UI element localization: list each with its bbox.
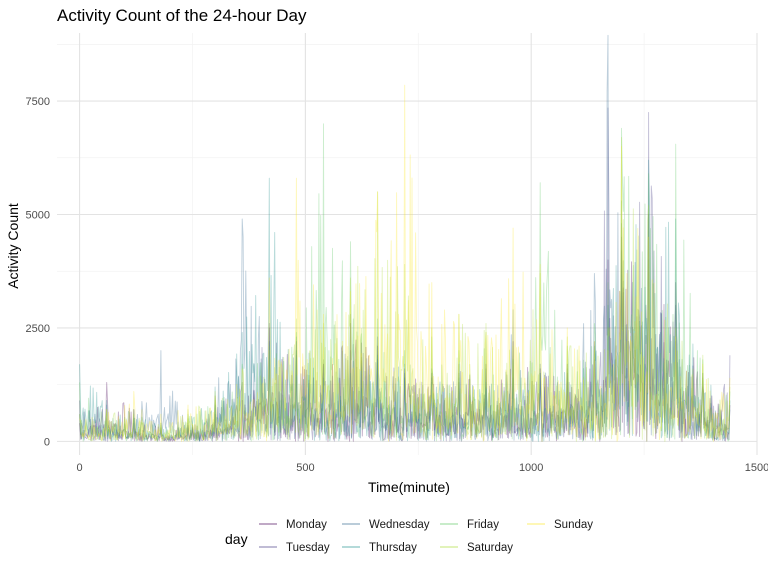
series-line-thursday: [79, 159, 731, 442]
legend-label: Wednesday: [369, 519, 430, 531]
x-axis-title: Time(minute): [368, 479, 450, 495]
grid: [57, 33, 758, 455]
x-tick-label: 1000: [519, 462, 543, 474]
x-tick-label: 500: [296, 462, 314, 474]
x-tick-label: 0: [77, 462, 83, 474]
x-axis-ticks: 0 500 1000 1500: [77, 462, 768, 474]
series-layer: [79, 34, 731, 442]
legend: day Monday Tuesday Wednesday Thursday Friday…: [225, 519, 593, 554]
legend-label: Monday: [286, 519, 327, 531]
series-line-friday: [79, 123, 731, 442]
series-line-sunday: [79, 84, 731, 442]
y-axis-title: Activity Count: [5, 203, 21, 289]
y-tick-label: 0: [44, 436, 50, 448]
y-axis-ticks: 0 2500 5000 7500: [26, 96, 50, 448]
series-line-tuesday: [79, 107, 731, 442]
chart-title: Activity Count of the 24-hour Day: [57, 6, 307, 25]
series-line-monday: [79, 214, 731, 442]
legend-label: Tuesday: [286, 542, 330, 554]
y-tick-label: 7500: [26, 96, 50, 108]
legend-label: Saturday: [467, 542, 513, 554]
y-tick-label: 2500: [26, 323, 50, 335]
legend-title: day: [225, 531, 248, 547]
legend-label: Thursday: [369, 542, 417, 554]
series-line-saturday: [79, 136, 731, 442]
x-tick-label: 1500: [745, 462, 768, 474]
series-line-wednesday: [79, 34, 731, 442]
y-tick-label: 5000: [26, 210, 50, 222]
legend-label: Friday: [467, 519, 499, 531]
legend-label: Sunday: [554, 519, 593, 531]
